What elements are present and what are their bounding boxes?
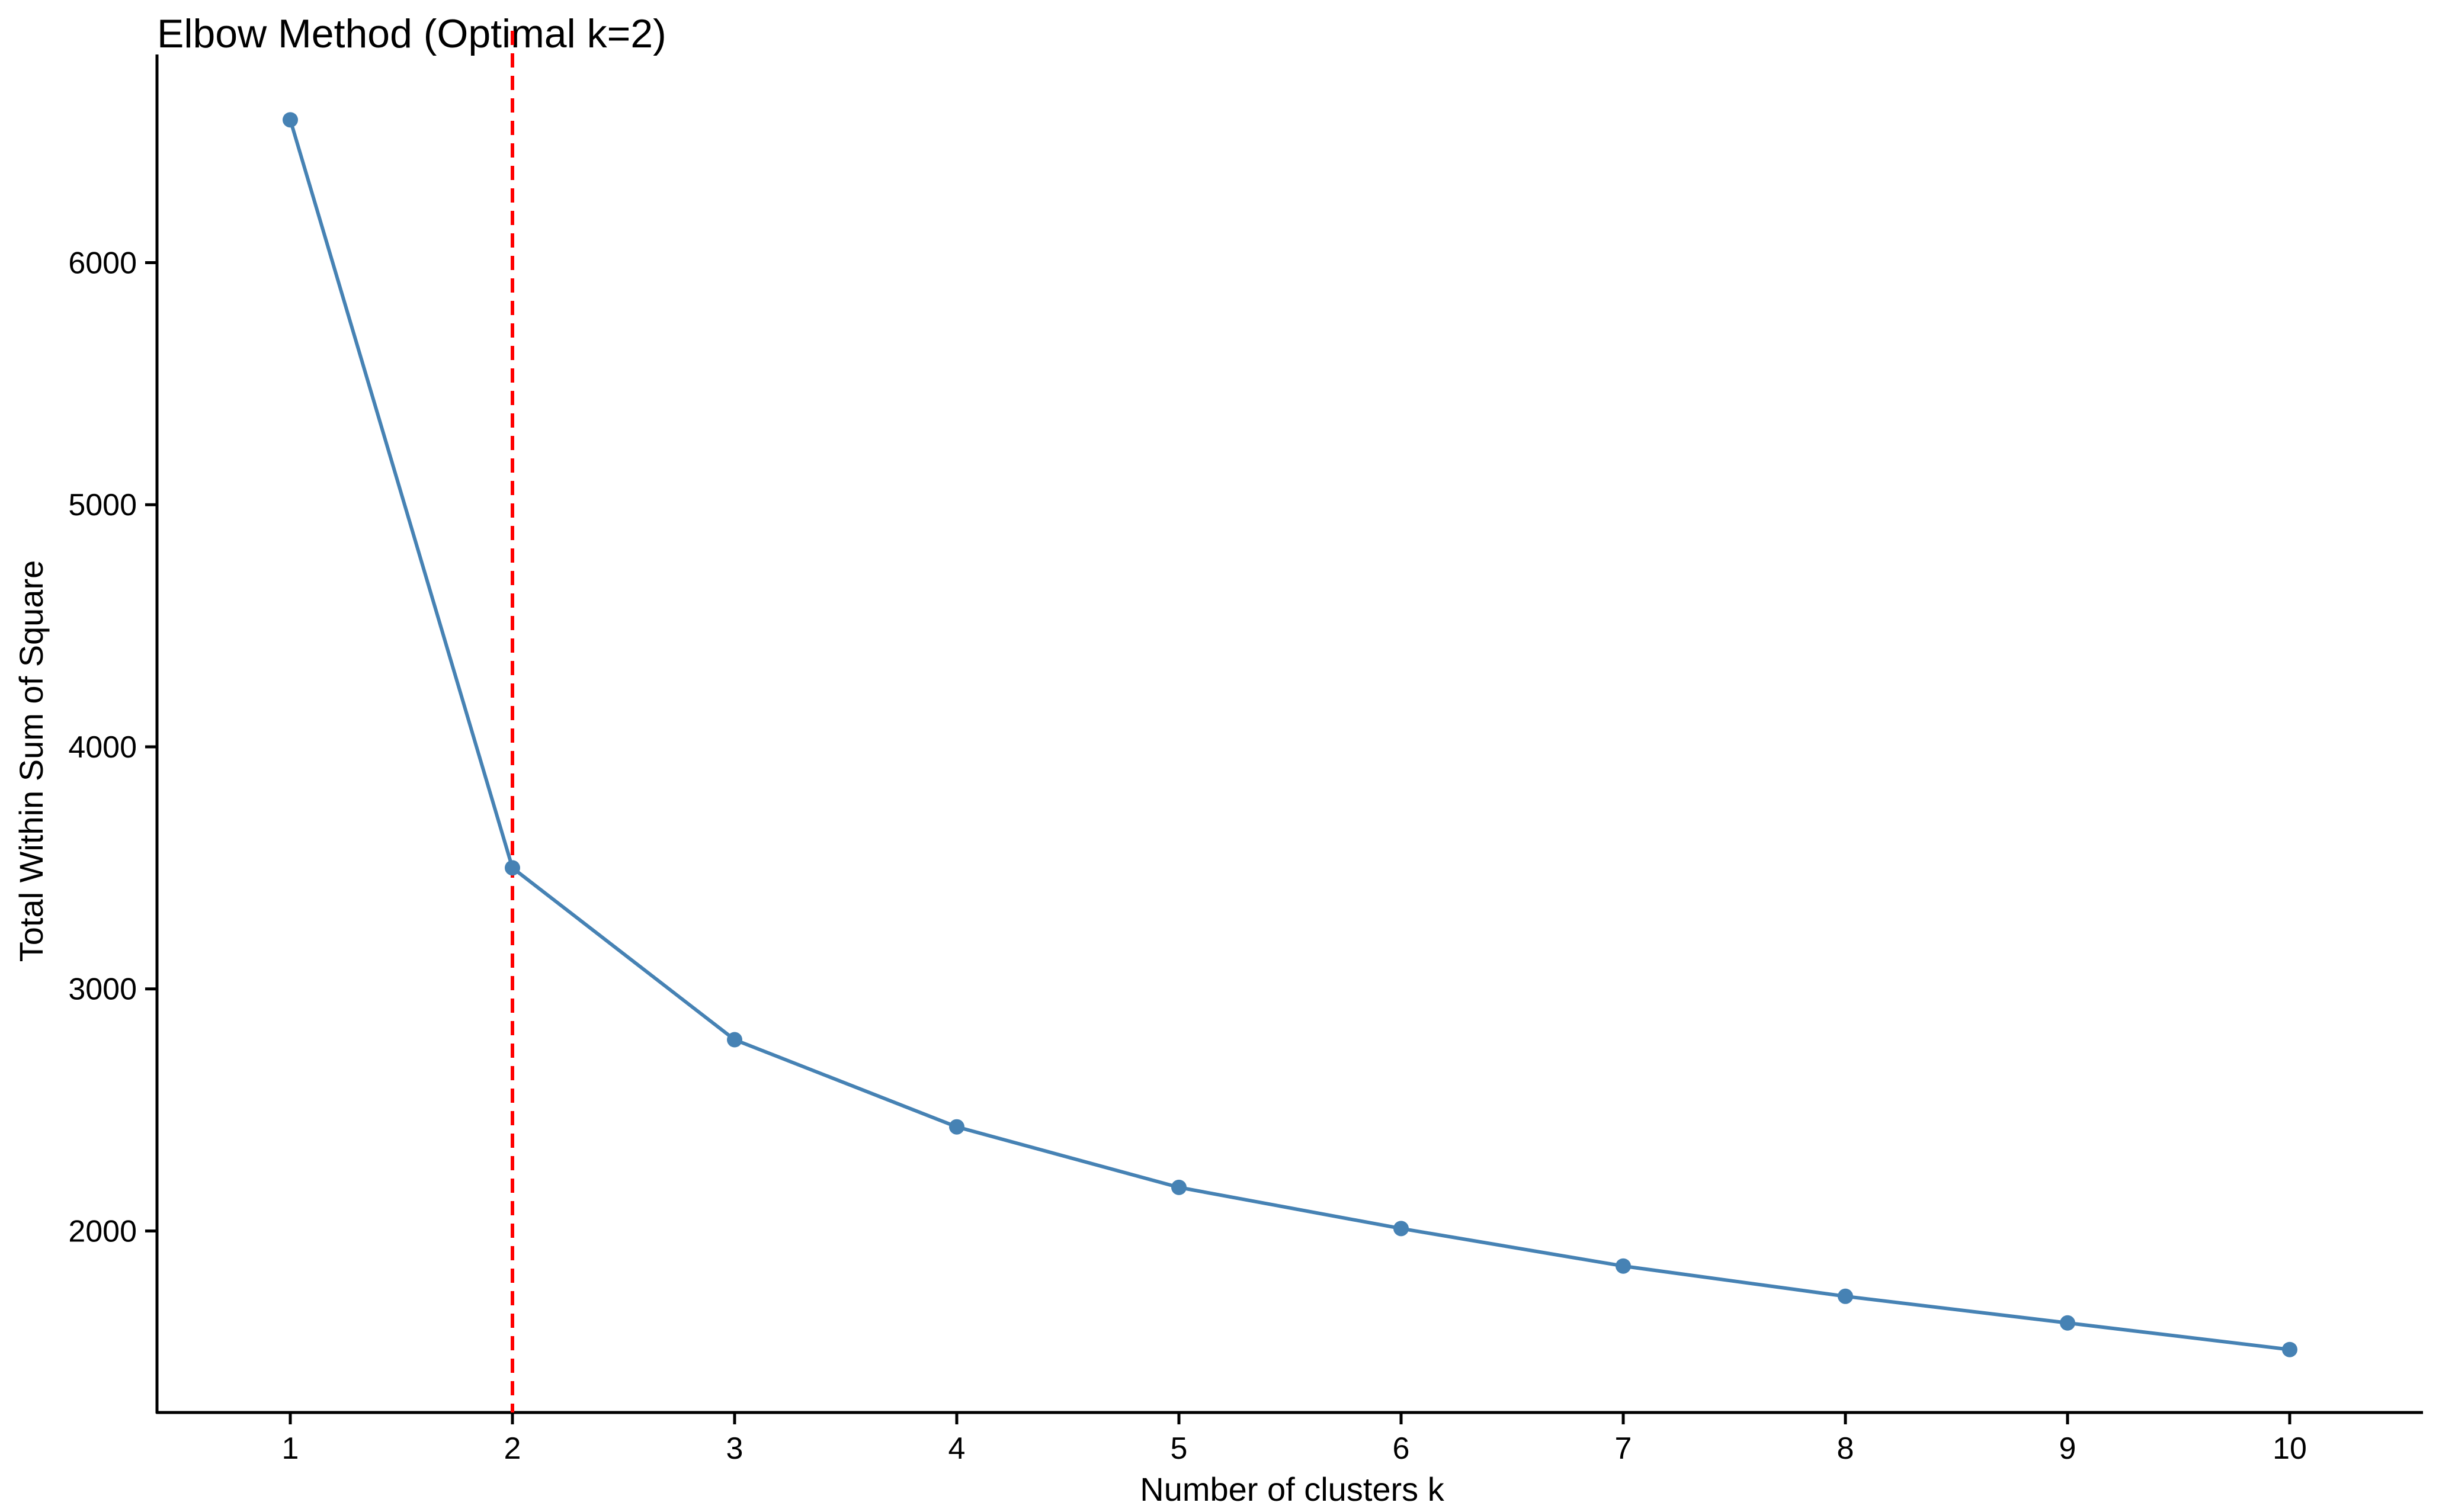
x-tick-label: 6 — [1393, 1431, 1410, 1466]
x-tick-label: 8 — [1837, 1431, 1854, 1466]
x-tick-label: 5 — [1171, 1431, 1188, 1466]
data-point — [1616, 1258, 1631, 1274]
axes — [155, 54, 2423, 1414]
x-tick-label: 2 — [504, 1431, 521, 1466]
x-tick-label: 3 — [726, 1431, 743, 1466]
series-line — [289, 118, 2291, 1352]
data-point — [727, 1032, 742, 1048]
data-point — [949, 1119, 964, 1135]
x-tick-label: 7 — [1615, 1431, 1632, 1466]
x-tick-label: 1 — [282, 1431, 299, 1466]
y-tick-label: 5000 — [68, 488, 137, 522]
data-point — [2282, 1341, 2297, 1357]
x-axis-title: Number of clusters k — [1140, 1471, 1444, 1508]
data-point — [283, 112, 298, 128]
data-point — [2060, 1315, 2075, 1331]
data-point — [505, 860, 520, 876]
series — [283, 112, 2297, 1357]
data-point — [1171, 1179, 1187, 1195]
chart-title: Elbow Method (Optimal k=2) — [157, 11, 666, 56]
ticks: 1 2 3 4 5 6 7 8 9 10 2000 3000 4000 5000 6000 — [68, 246, 2307, 1466]
y-tick-label: 3000 — [68, 972, 137, 1007]
y-tick-label: 6000 — [68, 246, 137, 281]
x-tick-label: 9 — [2059, 1431, 2076, 1466]
data-point — [1838, 1288, 1853, 1304]
x-tick-label: 10 — [2273, 1431, 2307, 1466]
x-tick-label: 4 — [948, 1431, 966, 1466]
data-point — [1393, 1221, 1409, 1237]
y-axis-title: Total Within Sum of Square — [12, 560, 50, 962]
y-tick-label: 4000 — [68, 730, 137, 765]
y-tick-label: 2000 — [68, 1214, 137, 1248]
